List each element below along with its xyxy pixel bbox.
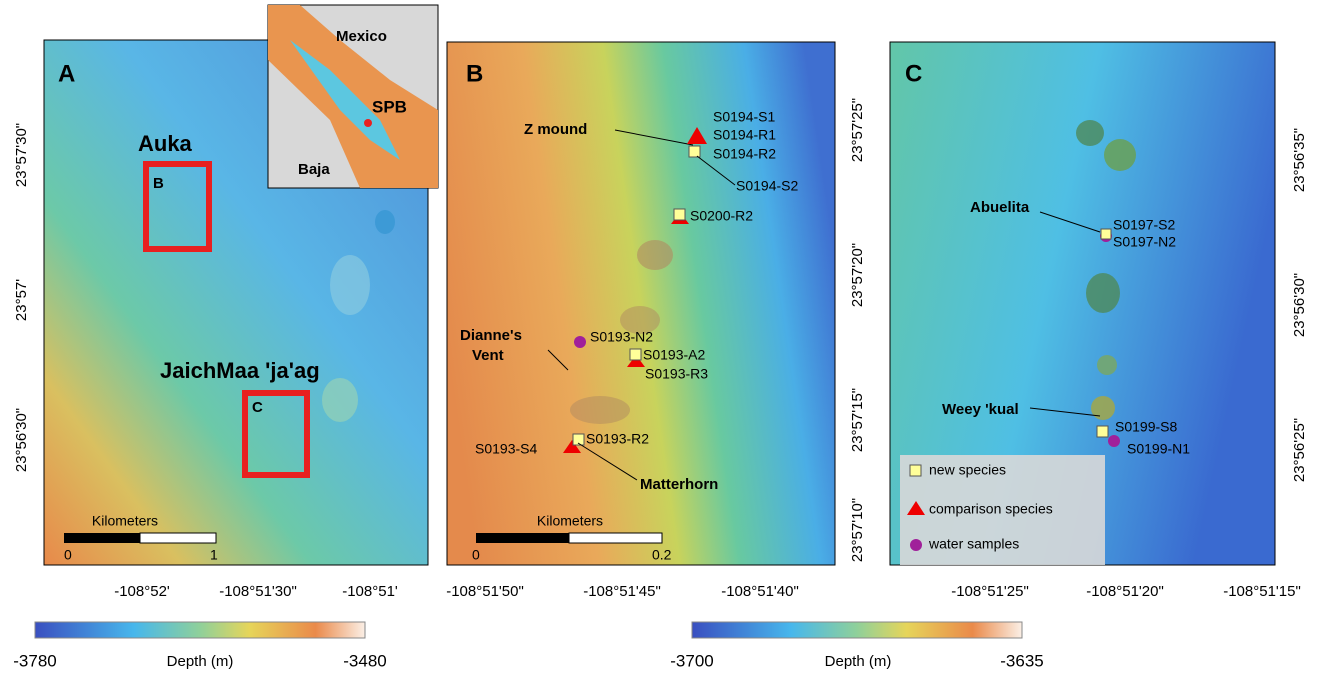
colorbar-title: Depth (m) [825, 653, 892, 670]
panel-label: A [58, 60, 75, 87]
mound [1076, 120, 1104, 146]
scale-label: 0 [64, 547, 72, 563]
inset-label: SPB [372, 97, 407, 116]
sample-label: S0194-R2 [713, 146, 776, 162]
colorbar-ramp [35, 622, 365, 638]
sample-label: S0194-S1 [713, 109, 775, 125]
sample-label: S0193-R2 [586, 431, 649, 447]
water-marker [574, 336, 586, 348]
y-tick-label: 23°56'30" [13, 408, 30, 472]
x-tick-label: -108°51'25" [951, 583, 1029, 600]
y-tick-label: 23°57'25" [849, 98, 866, 162]
scale-title: Kilometers [92, 513, 158, 529]
legend-marker [910, 539, 922, 551]
y-tick-label: 23°56'35" [1291, 128, 1308, 192]
sample-label: S0193-A2 [643, 347, 705, 363]
colorbar-title: Depth (m) [167, 653, 234, 670]
sample-label: S0199-N1 [1127, 441, 1190, 457]
mound [570, 396, 630, 424]
new-marker [630, 349, 641, 360]
legend-label: water samples [928, 536, 1019, 552]
y-tick-label: 23°56'25" [1291, 418, 1308, 482]
x-tick-label: -108°51'45" [583, 583, 661, 600]
mound [637, 240, 673, 270]
y-tick-label: 23°56'30" [1291, 273, 1308, 337]
x-tick-label: -108°51'40" [721, 583, 799, 600]
figure: A Auka JaichMaa 'ja'ag B C Kilometers 0 … [0, 0, 1331, 677]
scale-bar [476, 533, 569, 543]
mound [1086, 273, 1120, 313]
new-marker [1097, 426, 1108, 437]
x-tick-label: -108°51'50" [446, 583, 524, 600]
sample-label: S0193-N2 [590, 329, 653, 345]
scale-label: 0 [472, 547, 480, 563]
colorbar-min: -3780 [13, 651, 56, 670]
page: A Auka JaichMaa 'ja'ag B C Kilometers 0 … [0, 0, 1331, 682]
sample-label: S0194-S2 [736, 178, 798, 194]
site-dot [364, 119, 372, 127]
feature-label: Weey 'kual [942, 401, 1019, 418]
legend-label: new species [929, 462, 1006, 478]
colorbar-ramp [692, 622, 1022, 638]
y-tick-label: 23°57'20" [849, 243, 866, 307]
box-label: B [153, 175, 164, 192]
y-tick-label: 23°57' [13, 279, 30, 321]
legend-marker [910, 465, 921, 476]
y-tick-label: 23°57'10" [849, 498, 866, 562]
y-tick-label: 23°57'15" [849, 388, 866, 452]
feature-label: Matterhorn [640, 476, 718, 493]
panel-b: B Z mound S0194-S1 S0194-R1 S0194-R2 S01… [446, 42, 866, 600]
sample-label: S0193-S4 [475, 441, 537, 457]
new-marker [689, 146, 700, 157]
mound [375, 210, 395, 234]
new-marker [674, 209, 685, 220]
scale-bar [140, 533, 216, 543]
scale-bar [569, 533, 662, 543]
new-marker [1101, 229, 1111, 239]
site-label: JaichMaa 'ja'ag [160, 358, 320, 383]
mound [330, 255, 370, 315]
colorbar: -3700 Depth (m) -3635 [670, 622, 1043, 670]
box-label: C [252, 399, 263, 416]
mound [1091, 396, 1115, 420]
panel-label: B [466, 60, 483, 87]
colorbar: -3780 Depth (m) -3480 [13, 622, 386, 670]
feature-label: Abuelita [970, 199, 1030, 216]
panel-c: C Abuelita S0197-S2 S0197-N2 Weey 'kual … [890, 42, 1308, 600]
sample-label: S0193-R3 [645, 366, 708, 382]
feature-label: Dianne's [460, 327, 522, 344]
x-tick-label: -108°51'20" [1086, 583, 1164, 600]
colorbar-max: -3480 [343, 651, 386, 670]
inset-label: Baja [298, 161, 330, 178]
scale-title: Kilometers [537, 513, 603, 529]
inset: Mexico Baja SPB [268, 5, 438, 188]
legend-label: comparison species [929, 501, 1053, 517]
sample-label: S0199-S8 [1115, 419, 1177, 435]
mound [322, 378, 358, 422]
scale-label: 0.2 [652, 547, 672, 563]
inset-label: Mexico [336, 28, 387, 45]
feature-label: Vent [472, 347, 504, 364]
scale-bar [64, 533, 140, 543]
sample-label: S0194-R1 [713, 127, 776, 143]
sample-label: S0200-R2 [690, 208, 753, 224]
water-marker [1108, 435, 1120, 447]
x-tick-label: -108°51'15" [1223, 583, 1301, 600]
scale-label: 1 [210, 547, 218, 563]
site-label: Auka [138, 131, 193, 156]
sample-label: S0197-N2 [1113, 234, 1176, 250]
mound [1097, 355, 1117, 375]
feature-label: Z mound [524, 121, 587, 138]
x-tick-label: -108°51' [342, 583, 398, 600]
panel-label: C [905, 60, 922, 87]
x-tick-label: -108°52' [114, 583, 170, 600]
y-tick-label: 23°57'30" [13, 123, 30, 187]
colorbar-max: -3635 [1000, 651, 1043, 670]
colorbar-min: -3700 [670, 651, 713, 670]
sample-label: S0197-S2 [1113, 217, 1175, 233]
x-tick-label: -108°51'30" [219, 583, 297, 600]
mound [1104, 139, 1136, 171]
